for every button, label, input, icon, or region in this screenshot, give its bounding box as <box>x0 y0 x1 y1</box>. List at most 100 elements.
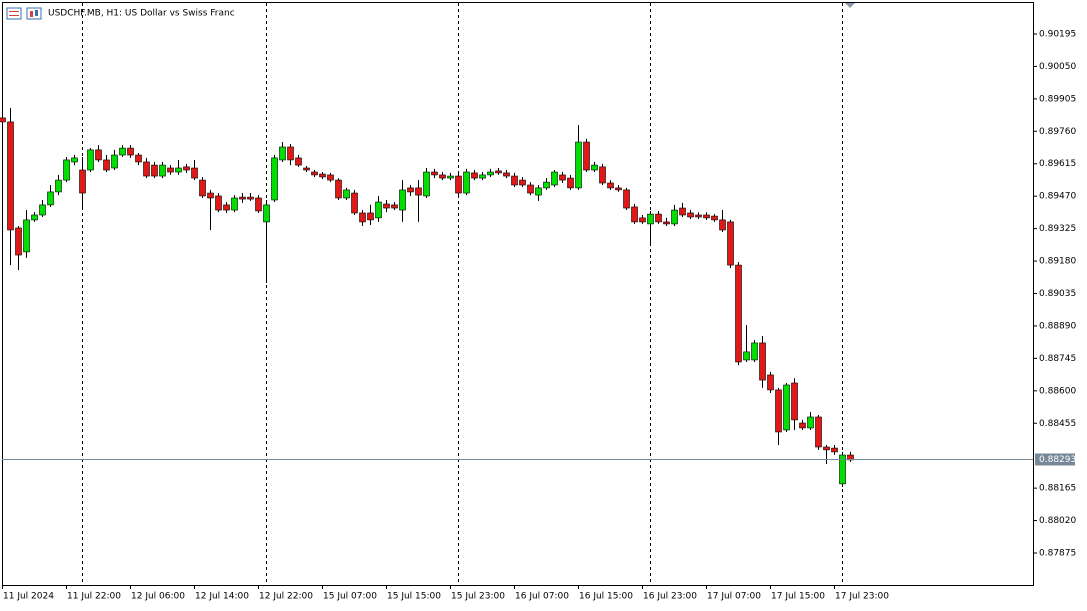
candle-body <box>247 196 254 200</box>
y-tick-label: 0.89325 <box>1039 224 1076 234</box>
candle-body <box>527 184 534 194</box>
candle-body <box>79 169 86 194</box>
candle-body <box>703 214 710 219</box>
candle-body <box>647 213 654 225</box>
icon <box>35 10 38 16</box>
candle-body <box>775 389 782 433</box>
candle-body <box>23 219 30 253</box>
candle-body <box>511 175 518 186</box>
candle-body <box>695 214 702 218</box>
icon <box>26 7 42 20</box>
x-tick-label: 15 Jul 23:00 <box>451 592 505 602</box>
candle-body <box>623 189 630 209</box>
y-tick-label: 0.88455 <box>1039 419 1076 429</box>
candle-body <box>599 166 606 184</box>
candle-body <box>631 206 638 223</box>
candle-body <box>367 212 374 221</box>
candle-body <box>271 157 278 201</box>
shift-marker <box>845 3 855 8</box>
candle-body <box>0 117 6 123</box>
icon <box>6 7 22 20</box>
candle-body <box>231 197 238 211</box>
candle-body <box>591 164 598 171</box>
y-tick-label: 0.89615 <box>1039 159 1076 169</box>
candle-body <box>463 171 470 194</box>
candle-body <box>167 167 174 173</box>
candle-body <box>711 215 718 221</box>
last-price-label: 0.88293 <box>1039 455 1076 465</box>
x-tick-label: 16 Jul 07:00 <box>515 592 569 602</box>
candle-body <box>311 171 318 176</box>
candle-body <box>551 171 558 186</box>
candle-body <box>583 141 590 171</box>
y-tick-label: 0.90195 <box>1039 29 1076 39</box>
chart-title: USDCHF.MB, H1: US Dollar vs Swiss Franc <box>48 9 235 19</box>
candle-body <box>143 161 150 177</box>
y-tick-label: 0.87875 <box>1039 549 1076 559</box>
candle-body <box>567 177 574 189</box>
x-tick-label: 15 Jul 15:00 <box>387 592 441 602</box>
candle-body <box>559 174 566 181</box>
candle-body <box>535 187 542 196</box>
candle-body <box>239 196 246 200</box>
candle-body <box>431 171 438 176</box>
candle-body <box>815 416 822 448</box>
candle-body <box>719 219 726 231</box>
candle-body <box>127 147 134 156</box>
x-tick-label: 12 Jul 06:00 <box>131 592 185 602</box>
candle-body <box>55 179 62 193</box>
candle-body <box>151 164 158 177</box>
candle-body <box>95 149 102 161</box>
x-tick-label: 12 Jul 22:00 <box>259 592 313 602</box>
x-tick-label: 16 Jul 23:00 <box>643 592 697 602</box>
candle-body <box>391 204 398 209</box>
candle-body <box>199 179 206 197</box>
icon <box>30 11 33 17</box>
candle-body <box>375 201 382 219</box>
candle-body <box>663 221 670 225</box>
y-tick-label: 0.88890 <box>1039 321 1076 331</box>
candle-body <box>263 204 270 223</box>
candle-body <box>679 207 686 216</box>
candle-body <box>487 171 494 176</box>
candle-body <box>759 342 766 381</box>
candle-body <box>159 164 166 177</box>
candle-body <box>7 121 14 231</box>
candle-body <box>175 167 182 173</box>
candle-body <box>351 192 358 214</box>
toolbar-icons <box>6 7 42 20</box>
candle-body <box>207 192 214 199</box>
candle-body <box>439 174 446 179</box>
candle-body <box>447 175 454 179</box>
candle-body <box>455 175 462 194</box>
candle-body <box>575 141 582 189</box>
x-tick-label: 17 Jul 07:00 <box>707 592 761 602</box>
candle-body <box>479 174 486 179</box>
x-tick-label: 17 Jul 15:00 <box>771 592 825 602</box>
candle-body <box>119 147 126 156</box>
candle-body <box>103 159 110 171</box>
y-tick-label: 0.88600 <box>1039 386 1076 396</box>
y-tick-label: 0.89760 <box>1039 127 1076 137</box>
x-tick-label: 17 Jul 23:00 <box>835 592 889 602</box>
x-tick-label: 11 Jul 2024 <box>3 592 54 602</box>
candle-body <box>287 146 294 161</box>
candle-body <box>111 154 118 169</box>
y-tick-label: 0.88745 <box>1039 354 1076 364</box>
x-tick-label: 15 Jul 07:00 <box>323 592 377 602</box>
candle-body <box>743 351 750 361</box>
candle-body <box>831 447 838 453</box>
candle-body <box>823 446 830 451</box>
last-price-box <box>1035 453 1075 466</box>
candle-body <box>383 203 390 209</box>
candle-body <box>295 157 302 166</box>
candle-body <box>39 204 46 216</box>
candle-body <box>191 167 198 179</box>
candle-body <box>215 195 222 211</box>
candle-body <box>87 149 94 171</box>
candle-body <box>607 182 614 189</box>
candle-body <box>255 197 262 212</box>
y-tick-label: 0.89905 <box>1039 94 1076 104</box>
candle-body <box>71 157 78 163</box>
candle-body <box>791 382 798 421</box>
